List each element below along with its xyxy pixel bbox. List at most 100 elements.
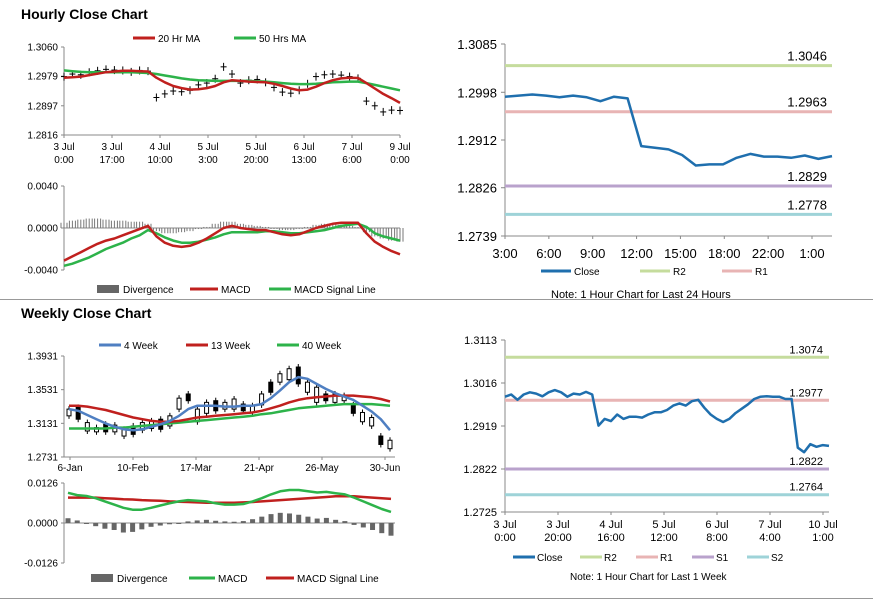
weekly-macd-divergence-bar (111, 523, 117, 530)
weekly1w-xtick-label: 6 Jul (705, 519, 728, 531)
weekly1w-close-line (504, 388, 830, 454)
hourly-price-xtick-label: 0:00 (54, 155, 74, 166)
hourly24-legend-r1-label: R1 (755, 267, 768, 278)
weekly-legend-divergence-swatch (91, 574, 113, 582)
weekly1w-xtick-label: 8:00 (706, 532, 727, 544)
weekly-legend-signal-label: MACD Signal Line (297, 574, 379, 585)
weekly-macd-divergence-bar (65, 518, 71, 523)
weekly-macd-divergence-bar (277, 512, 283, 523)
weekly-candle-body (359, 411, 365, 423)
weekly-macd-divergence-bar (157, 523, 163, 526)
weekly-macd-divergence-bar (222, 521, 228, 523)
weekly-price-xtick-label: 6-Jan (57, 463, 82, 474)
weekly1w-level-label-s1: 1.2822 (789, 456, 823, 468)
hourly24-xtick-label: 3:00 (492, 246, 517, 261)
weekly-macd-divergence-bar (130, 523, 136, 532)
weekly-macd-divergence-bar (176, 523, 182, 524)
weekly-macd-divergence-bar (185, 521, 191, 523)
weekly1w-xtick-label: 3 Jul (546, 519, 569, 531)
hourly24-xtick-label: 15:00 (664, 246, 697, 261)
hourly-price-xtick-label: 6 Jul (293, 142, 314, 153)
weekly-4wk-line (68, 375, 391, 432)
weekly-macd-divergence-bar (139, 523, 145, 530)
hourly24-level-label-s2: 1.2778 (787, 197, 827, 212)
weekly-macd-divergence-bar (259, 516, 265, 523)
hourly-legend-divergence-swatch (97, 285, 119, 293)
weekly1w-xtick-label: 20:00 (544, 532, 572, 544)
weekly-legend-macd-label: MACD (218, 574, 247, 585)
hourly-price-xtick-label: 17:00 (99, 155, 124, 166)
weekly-macd-divergence-bar (268, 514, 274, 523)
weekly-macd-divergence-bar (167, 523, 173, 525)
hourly24-xtick-label: 18:00 (708, 246, 741, 261)
hourly24-ytick-label: 1.2739 (457, 229, 497, 244)
hourly-price-xtick-label: 4 Jul (149, 142, 170, 153)
weekly-candle-body (304, 381, 310, 393)
hourly-note: Note: 1 Hour Chart for Last 24 Hours (551, 289, 731, 301)
hourly-price-ytick-label: 1.3060 (27, 43, 58, 54)
weekly-macd-divergence-bar (148, 523, 154, 527)
hourly-price-ytick-label: 1.2897 (27, 101, 58, 112)
weekly-candle-body (176, 397, 182, 410)
weekly-candle-body (268, 381, 274, 393)
weekly-price-ytick-label: 1.3131 (27, 419, 58, 430)
hourly-section-title: Hourly Close Chart (21, 6, 148, 22)
hourly24-xtick-label: 22:00 (752, 246, 785, 261)
weekly-macd-ytick-label: 0.0000 (27, 519, 58, 530)
weekly-macd-divergence-bar (314, 518, 320, 523)
weekly-section-title: Weekly Close Chart (21, 305, 152, 321)
weekly1w-xtick-label: 3 Jul (493, 519, 516, 531)
weekly-candle-body (378, 435, 384, 445)
weekly-legend-4wk-label: 4 Week (124, 341, 159, 352)
weekly-macd-divergence-bar (360, 523, 366, 528)
hourly24-level-label-r2: 1.3046 (787, 49, 827, 64)
weekly1w-ytick-label: 1.3016 (463, 378, 497, 390)
hourly24-ytick-label: 1.2998 (457, 85, 497, 100)
weekly-candle-body (75, 406, 81, 420)
weekly-price-ytick-label: 1.3531 (27, 385, 58, 396)
weekly-macd-signal-line (68, 495, 392, 504)
weekly-macd-divergence-bar (240, 521, 246, 523)
hourly24-xtick-label: 6:00 (536, 246, 561, 261)
hourly24-close-line (504, 93, 833, 167)
hourly24-xtick-label: 1:00 (799, 246, 824, 261)
weekly-candle-body (369, 417, 375, 427)
hourly24-legend-r2-label: R2 (673, 267, 686, 278)
hourly24-xtick-label: 9:00 (580, 246, 605, 261)
hourly-price-xtick-label: 9 Jul (389, 142, 410, 153)
weekly-candle-body (277, 373, 283, 383)
weekly1w-level-label-r2: 1.3074 (789, 344, 823, 356)
weekly1w-ytick-label: 1.2725 (463, 507, 497, 519)
hourly-legend-20hr-label: 20 Hr MA (158, 34, 201, 45)
hourly24-ytick-label: 1.3085 (457, 37, 497, 52)
weekly-macd-divergence-bar (93, 523, 99, 527)
weekly-macd-divergence-bar (231, 521, 237, 523)
bottom-divider (0, 598, 873, 599)
weekly-macd-divergence-bar (296, 514, 302, 523)
hourly-price-xtick-label: 3:00 (198, 155, 218, 166)
weekly-macd-ytick-label: 0.0126 (27, 479, 58, 490)
weekly-macd-divergence-bar (305, 516, 311, 523)
weekly-13wk-line (69, 394, 391, 423)
weekly-candle-body (350, 404, 356, 414)
weekly-macd-divergence-bar (120, 523, 126, 533)
weekly1w-xtick-label: 4 Jul (599, 519, 622, 531)
weekly-legend-40wk-label: 40 Week (302, 341, 342, 352)
weekly1w-xtick-label: 4:00 (759, 532, 780, 544)
weekly1w-level-label-r1: 1.2977 (789, 387, 823, 399)
hourly-price-xtick-label: 3 Jul (101, 142, 122, 153)
weekly-note: Note: 1 Hour Chart for Last 1 Week (570, 572, 727, 583)
weekly1w-ytick-label: 1.3113 (464, 335, 497, 347)
weekly-candle-body (204, 401, 210, 414)
weekly1w-xtick-label: 1:00 (812, 532, 833, 544)
weekly1w-legend-close-label: Close (537, 553, 563, 564)
weekly1w-xtick-label: 5 Jul (652, 519, 675, 531)
weekly-legend-13wk-label: 13 Week (211, 341, 251, 352)
hourly24-level-label-r1: 1.2963 (787, 95, 827, 110)
hourly-20hr-ma-line (63, 69, 401, 104)
weekly-price-xtick-label: 30-Jun (370, 463, 401, 474)
weekly-price-xtick-label: 17-Mar (180, 463, 212, 474)
weekly-price-xtick-label: 21-Apr (244, 463, 275, 474)
weekly1w-level-label-s2: 1.2764 (789, 482, 823, 494)
